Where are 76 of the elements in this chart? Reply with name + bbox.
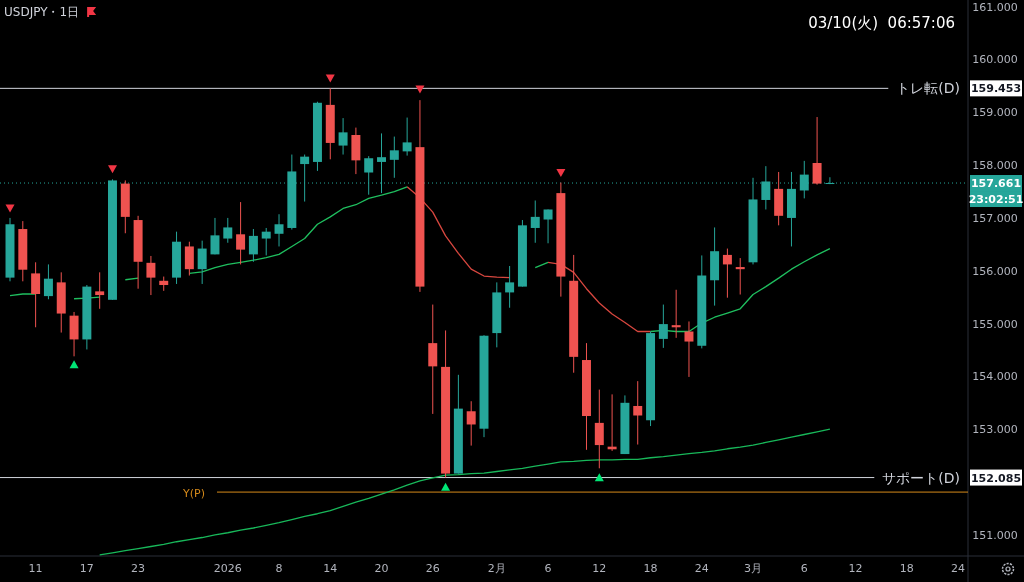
point [5, 204, 15, 213]
candlestick [31, 261, 41, 328]
candlestick [364, 155, 374, 196]
candlestick [261, 227, 271, 256]
text: 152.085 [970, 471, 1022, 485]
x-tick-label: 18 [643, 562, 658, 575]
candlestick [300, 154, 310, 203]
candlestick [594, 389, 604, 469]
x-tick-label: 12 [848, 562, 863, 575]
x-tick-label: 20 [374, 562, 389, 575]
ref-line-label: トレ転(D) [896, 80, 960, 97]
candlestick [389, 136, 399, 179]
candlestick [338, 117, 348, 156]
point [107, 165, 117, 174]
candlestick [684, 320, 694, 378]
candlestick [248, 228, 258, 263]
point [556, 169, 566, 178]
candlestick [530, 200, 540, 244]
candlestick [735, 257, 745, 296]
text: 157.661 [970, 177, 1022, 191]
x-tick-label: 11 [28, 562, 43, 575]
candlestick [633, 380, 643, 446]
y-tick-label: 153.000 [972, 423, 1018, 437]
annotation: 03/10(火) 06:57:06 [808, 14, 955, 32]
x-tick-label: 26 [425, 562, 440, 575]
y-tick-label: 156.000 [972, 264, 1018, 278]
x-tick-label: 24 [951, 562, 965, 575]
y-tick-label: 160.000 [972, 53, 1018, 67]
candlestick [236, 201, 246, 265]
text: 159.453 [970, 82, 1022, 96]
candlestick [184, 241, 194, 277]
candlestick [812, 116, 822, 186]
candlestick [671, 289, 681, 339]
x-tick-label: 23 [131, 562, 146, 575]
point [441, 482, 451, 491]
x-tick-label: 24 [694, 562, 709, 575]
candlestick [722, 248, 732, 299]
candlestick [69, 311, 79, 357]
candlestick [543, 208, 553, 244]
candlestick [274, 213, 284, 247]
candlestick [658, 304, 668, 349]
candlestick [197, 240, 207, 285]
ref-line-label: Y(P) [182, 487, 205, 501]
y-tick-label: 154.000 [972, 370, 1018, 384]
x-tick-label: 12 [592, 562, 607, 575]
x-tick-label: 8 [275, 562, 283, 575]
point [594, 473, 604, 482]
line-series [99, 428, 831, 556]
candlestick [95, 271, 105, 310]
point [325, 74, 335, 83]
x-tick-label: 6 [800, 562, 808, 575]
x-tick-label: 3月 [744, 562, 763, 575]
candlestick [428, 304, 438, 415]
y-tick-label: 151.000 [972, 528, 1018, 542]
y-tick-label: 159.000 [972, 106, 1018, 120]
candlestick [43, 263, 53, 300]
candlestick [210, 217, 220, 255]
x-tick-label: 17 [79, 562, 94, 575]
candlestick [799, 160, 809, 199]
x-tick-label: 2月 [487, 562, 506, 575]
candlestick [466, 400, 476, 447]
candlestick [146, 255, 156, 296]
x-tick-label: 18 [899, 562, 914, 575]
y-tick-label: 161.000 [972, 0, 1018, 14]
candlestick [223, 217, 233, 244]
point [69, 360, 79, 369]
x-tick-label: 14 [323, 562, 338, 575]
candlestick [505, 265, 515, 309]
y-tick-label: 157.000 [972, 211, 1018, 225]
ref-line-label: サポート(D) [882, 469, 960, 486]
x-tick-label: 6 [544, 562, 552, 575]
x-tick-label: 2026 [213, 562, 242, 575]
y-tick-label: 155.000 [972, 317, 1018, 331]
chart-title: USDJPY・1日 [4, 5, 80, 19]
candlestick [402, 117, 412, 157]
y-tick-label: 158.000 [972, 159, 1018, 173]
